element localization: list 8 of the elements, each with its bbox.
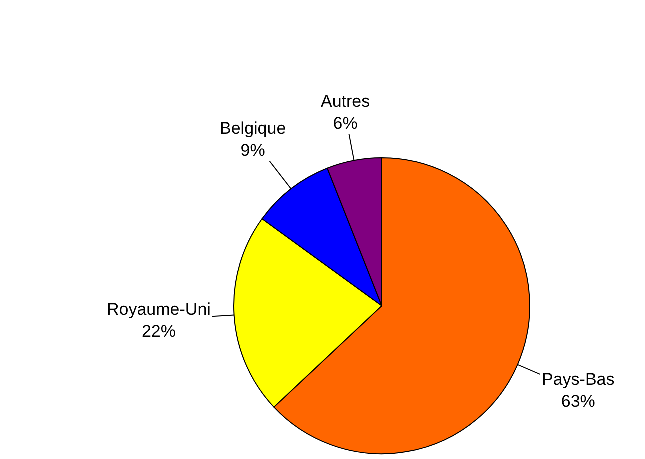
data-label: 63% [561,392,596,412]
slice-label: Autres [321,92,370,111]
slice-label: Belgique [220,119,286,138]
data-label: 6% [333,114,358,134]
slice-label: Royaume-Uni [107,300,211,319]
data-label: 9% [240,141,266,160]
data-label: 22% [142,322,176,342]
slice-label: Pays-Bas [542,370,615,389]
